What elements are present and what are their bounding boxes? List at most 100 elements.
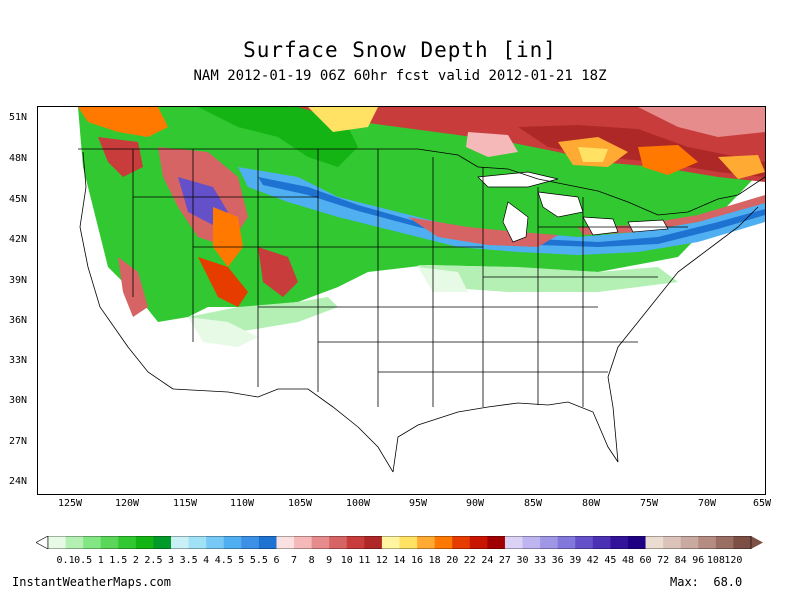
lon-label-100w: 100W — [345, 498, 371, 509]
scale-tick-label: 3 — [168, 555, 175, 566]
scale-tick-label: 5 — [238, 555, 245, 566]
lon-label-120w: 120W — [114, 498, 140, 509]
scale-swatch — [610, 536, 629, 549]
scale-swatch — [311, 536, 330, 549]
lon-label-95w: 95W — [408, 498, 428, 509]
lon-label-90w: 90W — [465, 498, 485, 509]
scale-swatch — [487, 536, 506, 549]
scale-swatch — [276, 536, 295, 549]
scale-tick-label: 0.1 — [56, 555, 75, 566]
scale-tick-label: 20 — [446, 555, 459, 566]
scale-tick-label: 42 — [586, 555, 599, 566]
scale-swatch — [627, 536, 646, 549]
lon-label-105w: 105W — [287, 498, 313, 509]
max-number: 68.0 — [713, 575, 743, 589]
scale-tick-label: 33 — [534, 555, 547, 566]
lon-label-125w: 125W — [57, 498, 83, 509]
scale-swatch — [452, 536, 471, 549]
lat-label-48n: 48N — [9, 153, 28, 164]
max-label: Max: — [670, 575, 699, 589]
lon-label-115w: 115W — [172, 498, 198, 509]
scale-tick-label: 2.5 — [144, 555, 163, 566]
scale-swatch — [364, 536, 383, 549]
color-scale-labels: 0.1 0.5 1 1.5 2 2.5 3 3.5 4 4.5 5 5.5 6 7 8 9 10 11 12 14 16… — [36, 555, 763, 569]
scale-tick-label: 3.5 — [179, 555, 198, 566]
scale-tick-label: 4.5 — [214, 555, 233, 566]
scale-swatch — [206, 536, 225, 549]
scale-swatch — [715, 536, 734, 549]
scale-tick-label: 18 — [428, 555, 441, 566]
scale-tick-label: 14 — [393, 555, 406, 566]
scale-swatch — [118, 536, 137, 549]
scale-tick-label: 36 — [551, 555, 564, 566]
scale-swatch — [294, 536, 312, 549]
scale-swatch — [522, 536, 541, 549]
lat-label-39n: 39N — [9, 275, 28, 286]
scale-tick-label: 1 — [97, 555, 104, 566]
scale-tick-label: 0.5 — [74, 555, 93, 566]
scale-tick-label: 16 — [411, 555, 424, 566]
scale-arrow-low — [36, 536, 49, 549]
scale-swatch — [258, 536, 277, 549]
scale-swatch — [733, 536, 752, 549]
scale-tick-label: 72 — [657, 555, 670, 566]
scale-swatch — [469, 536, 488, 549]
scale-tick-label: 45 — [604, 555, 617, 566]
scale-swatch — [399, 536, 418, 549]
lat-label-45n: 45N — [9, 194, 28, 205]
lon-label-80w: 80W — [581, 498, 601, 509]
scale-swatch — [434, 536, 453, 549]
scale-swatch — [241, 536, 260, 549]
snow-depth-map — [37, 106, 766, 495]
scale-tick-label: 30 — [516, 555, 529, 566]
scale-tick-label: 7 — [291, 555, 298, 566]
map-canvas — [38, 107, 765, 494]
lon-label-110w: 110W — [229, 498, 255, 509]
scale-swatch — [504, 536, 523, 549]
scale-swatch — [100, 536, 119, 549]
scale-swatch — [329, 536, 348, 549]
scale-swatch — [65, 536, 84, 549]
lon-label-75w: 75W — [639, 498, 659, 509]
lat-label-36n: 36N — [9, 315, 28, 326]
scale-tick-label: 2 — [132, 555, 139, 566]
boundaries — [78, 148, 765, 473]
lat-label-42n: 42N — [9, 234, 28, 245]
lat-label-24n: 24N — [9, 476, 28, 487]
scale-arrow-high — [751, 536, 763, 549]
scale-swatch — [417, 536, 435, 549]
scale-swatch — [592, 536, 611, 549]
lon-label-85w: 85W — [523, 498, 543, 509]
scale-tick-label: 22 — [463, 555, 476, 566]
scale-tick-label: 120 — [724, 555, 743, 566]
map-title: Surface Snow Depth [in] — [243, 38, 557, 62]
scale-swatch — [663, 536, 681, 549]
scale-tick-label: 108 — [706, 555, 725, 566]
lon-label-65w: 65W — [752, 498, 772, 509]
site-credit: InstantWeatherMaps.com — [12, 575, 171, 589]
scale-tick-label: 11 — [358, 555, 371, 566]
max-value: Max: 68.0 — [670, 575, 742, 589]
scale-swatch — [346, 536, 365, 549]
scale-swatch — [135, 536, 154, 549]
scale-tick-label: 96 — [692, 555, 705, 566]
scale-swatch — [381, 536, 400, 549]
scale-swatch — [540, 536, 558, 549]
scale-tick-label: 9 — [326, 555, 333, 566]
scale-tick-label: 5.5 — [249, 555, 268, 566]
scale-swatch — [83, 536, 102, 549]
scale-swatch — [698, 536, 717, 549]
color-scale-bar — [36, 536, 763, 549]
lat-label-51n: 51N — [9, 112, 28, 123]
scale-swatch — [171, 536, 189, 549]
scale-tick-label: 48 — [621, 555, 634, 566]
scale-swatch — [680, 536, 699, 549]
scale-swatch — [188, 536, 207, 549]
lon-label-70w: 70W — [697, 498, 717, 509]
lat-label-33n: 33N — [9, 355, 28, 366]
scale-tick-label: 12 — [375, 555, 388, 566]
lat-label-27n: 27N — [9, 436, 28, 447]
scale-swatch — [557, 536, 576, 549]
scale-tick-label: 84 — [674, 555, 687, 566]
scale-swatch — [153, 536, 172, 549]
